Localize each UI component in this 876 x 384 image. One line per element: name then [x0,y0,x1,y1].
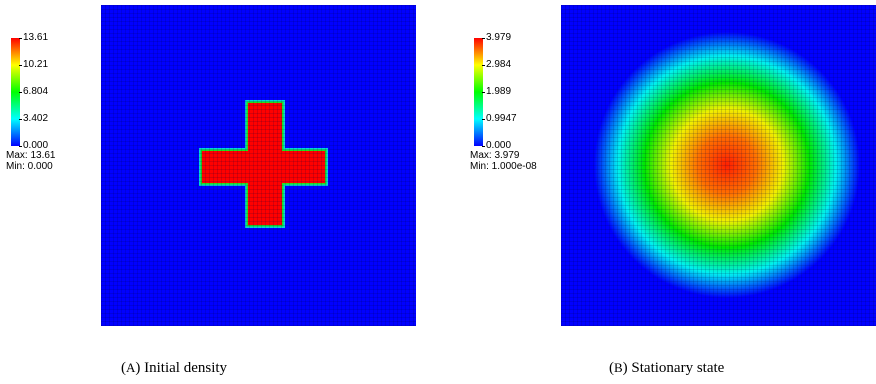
heatmap-plot-b [561,5,876,326]
caption-tag: B [614,360,623,375]
colorbar-tick-label: 10.21 [18,59,49,70]
caption-a: (A) Initial density [121,360,228,376]
colorbar-tick-label: 0.000 [481,140,512,151]
colorbar-tick-label: 1.989 [481,86,512,97]
caption-text: Initial density [144,360,228,376]
stats-a: Max: 13.61 Min: 0.000 [6,150,55,172]
stationary-density-svg [594,32,860,298]
figure-panel-b: 3.979 2.984 1.989 0.9947 0.000 Max: 3.97… [438,0,876,384]
caption-b: (B) Stationary state [609,360,725,376]
min-label: Min: 1.000e-08 [470,161,537,172]
colorbar-a: 13.61 10.21 6.804 3.402 0.000 [11,33,48,151]
caption-text: Stationary state [631,360,725,376]
colorbar-tick-label: 0.000 [18,140,49,151]
min-label: Min: 0.000 [6,161,53,172]
cross-density-svg [199,100,328,228]
figure-panel-a: 13.61 10.21 6.804 3.402 0.000 Max: 13.61… [6,5,416,376]
colorbar-tick-label: 3.402 [18,113,49,124]
caption-tag: A [126,360,136,375]
colorbar-gradient-a [11,38,20,146]
colorbar-b: 3.979 2.984 1.989 0.9947 0.000 [474,33,517,151]
cross-shape [202,103,325,225]
colorbar-tick-label: 6.804 [18,86,49,97]
colorbar-tick-label: 3.979 [481,32,512,43]
heatmap-plot-a [101,5,416,326]
stationary-bump [594,32,860,298]
stats-b: Max: 3.979 Min: 1.000e-08 [470,150,537,172]
colorbar-tick-label: 13.61 [18,32,49,43]
colorbar-tick-label: 2.984 [481,59,512,70]
colorbar-tick-label: 0.9947 [482,113,517,124]
max-label: Max: 3.979 [470,150,520,161]
max-label: Max: 13.61 [6,150,56,161]
colorbar-gradient-b [474,38,483,146]
